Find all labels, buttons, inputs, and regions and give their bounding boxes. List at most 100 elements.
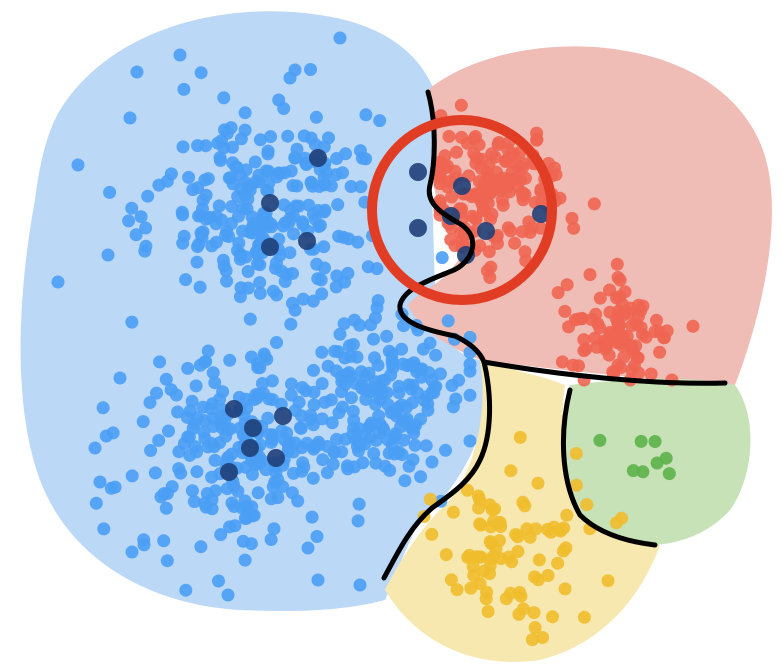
data-point-red [560, 278, 574, 292]
data-point-red [448, 164, 462, 178]
highlighted-data-point [267, 449, 285, 467]
data-point-blue [272, 93, 286, 107]
data-point-blue [385, 353, 399, 367]
data-point-blue [425, 455, 439, 469]
data-point-red [485, 147, 499, 161]
data-point-blue [263, 428, 277, 442]
data-point-blue [463, 434, 477, 448]
data-point-blue [272, 166, 286, 180]
data-point-blue [239, 392, 253, 406]
data-point-blue [169, 388, 183, 402]
data-point-blue [352, 497, 366, 511]
data-point-blue [395, 448, 409, 462]
data-point-red [436, 157, 449, 171]
data-point-yellow [525, 633, 539, 647]
data-point-blue [224, 171, 238, 185]
data-point-yellow [485, 503, 499, 517]
data-point-blue [123, 111, 137, 125]
data-point-blue [245, 210, 259, 224]
data-point-blue [463, 388, 477, 402]
data-point-blue [235, 501, 249, 515]
data-point-yellow [536, 631, 550, 644]
data-point-red [579, 342, 593, 356]
data-point-red [632, 298, 646, 312]
data-point-blue [386, 404, 400, 418]
data-point-blue [283, 246, 297, 260]
data-point-blue [253, 133, 267, 147]
data-point-blue [217, 91, 231, 105]
data-point-red [477, 204, 491, 218]
data-point-blue [346, 428, 360, 442]
data-point-blue [173, 48, 187, 62]
data-point-blue [353, 318, 367, 332]
data-point-red [653, 345, 667, 359]
data-point-blue [308, 212, 322, 226]
data-point-red [630, 351, 644, 365]
data-point-yellow [472, 550, 486, 564]
data-point-blue [223, 520, 237, 534]
data-point-blue [134, 210, 148, 224]
data-point-blue [205, 493, 219, 507]
data-point-yellow [560, 508, 574, 522]
data-point-blue [355, 378, 369, 392]
data-point-blue [287, 227, 300, 241]
data-point-blue [176, 140, 190, 154]
data-point-blue [338, 275, 352, 289]
data-point-blue [371, 294, 385, 308]
data-point-blue [375, 421, 389, 434]
data-point-yellow [531, 476, 545, 490]
data-point-blue [306, 471, 320, 485]
data-point-red [562, 320, 576, 334]
data-point-blue [296, 292, 310, 306]
data-point-yellow [558, 582, 572, 596]
data-point-blue [186, 183, 200, 197]
data-point-blue [139, 239, 153, 253]
data-point-blue [290, 179, 304, 193]
data-point-blue [414, 470, 428, 484]
data-point-blue [445, 379, 459, 392]
data-point-red [493, 173, 507, 187]
data-point-blue [137, 533, 151, 547]
data-point-blue [367, 332, 380, 346]
data-point-green [636, 465, 650, 479]
data-point-blue [359, 108, 373, 122]
data-point-blue [392, 386, 406, 400]
data-point-blue [160, 554, 174, 568]
data-point-blue [410, 365, 424, 378]
data-point-blue [97, 522, 111, 536]
data-point-blue [421, 403, 435, 417]
data-point-blue [295, 464, 309, 478]
data-point-blue [396, 357, 410, 371]
data-point-yellow [528, 621, 542, 635]
data-point-blue [223, 422, 237, 436]
data-point-red [660, 324, 674, 338]
data-point-blue [190, 465, 204, 479]
data-point-blue [251, 486, 265, 500]
data-point-blue [236, 534, 250, 548]
data-point-blue [271, 473, 285, 487]
data-point-blue [181, 361, 195, 375]
data-point-red [650, 313, 663, 327]
data-point-blue [265, 374, 279, 388]
data-point-blue [96, 401, 110, 415]
data-point-blue [286, 267, 299, 280]
data-point-blue [283, 71, 297, 85]
data-point-blue [364, 318, 378, 332]
data-point-blue [99, 429, 113, 443]
data-point-yellow [518, 499, 532, 513]
data-point-blue [162, 424, 175, 438]
data-point-blue [281, 129, 295, 143]
data-point-blue [220, 126, 234, 140]
highlighted-data-point [261, 238, 279, 256]
data-point-blue [285, 377, 298, 391]
data-point-blue [310, 257, 324, 271]
data-point-blue [191, 240, 204, 254]
data-point-blue [219, 264, 233, 278]
data-point-blue [129, 228, 143, 242]
data-point-blue [251, 257, 264, 271]
data-point-blue [441, 314, 455, 328]
data-point-blue [262, 164, 275, 178]
data-point-green [593, 433, 607, 447]
data-point-blue [304, 63, 317, 76]
